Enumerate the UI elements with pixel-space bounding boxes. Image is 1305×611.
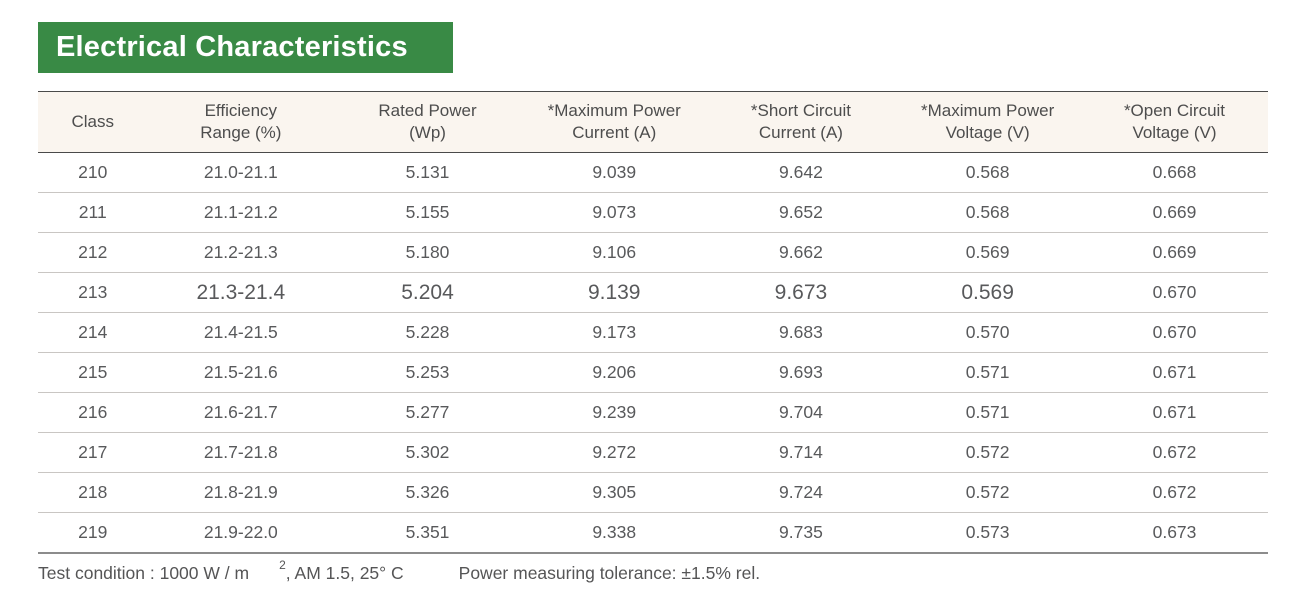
table-cell: 9.735 <box>707 512 895 554</box>
table-row: 214 21.4-21.5 5.228 9.173 9.683 0.570 0.670 <box>38 312 1268 353</box>
table-header: Class Efficiency Range (%) Rated Power (Wp… <box>38 91 1268 153</box>
test-condition-text: Test condition : 1000 W / m <box>38 563 250 583</box>
table-cell: 213 <box>38 272 148 313</box>
column-header: *Open Circuit Voltage (V) <box>1123 101 1226 142</box>
table-cell: 21.6-21.7 <box>147 392 335 433</box>
table-cell: 9.139 <box>520 272 708 313</box>
table-cell: 0.671 <box>1080 392 1268 433</box>
table-cell: 9.039 <box>520 152 708 193</box>
section-banner: Electrical Characteristics <box>38 22 453 73</box>
table-cell: 9.206 <box>520 352 708 393</box>
table-cell: 5.326 <box>334 472 521 513</box>
table-cell: 9.106 <box>520 232 708 273</box>
table-cell: 9.724 <box>707 472 895 513</box>
table-cell: 0.570 <box>894 312 1081 353</box>
table-cell: 215 <box>38 352 148 393</box>
table-cell: 0.673 <box>1080 512 1268 554</box>
table-cell: 5.131 <box>334 152 521 193</box>
column-header: *Maximum Power Voltage (V) <box>921 101 1055 142</box>
table-cell: 210 <box>38 152 148 193</box>
page-title: Electrical Characteristics <box>56 31 408 63</box>
table-row: 218 21.8-21.9 5.326 9.305 9.724 0.572 0.672 <box>38 472 1268 513</box>
table-cell: 9.642 <box>707 152 895 193</box>
column-header: *Short Circuit Current (A) <box>750 101 851 142</box>
table-cell: 0.572 <box>894 432 1081 473</box>
table-cell: 21.4-21.5 <box>147 312 335 353</box>
table-cell: 5.253 <box>334 352 521 393</box>
table-cell: 5.302 <box>334 432 521 473</box>
table-cell: 219 <box>38 512 148 554</box>
table-cell: 5.204 <box>334 272 521 313</box>
column-header: Efficiency Range (%) <box>200 101 282 142</box>
table-cell: 9.714 <box>707 432 895 473</box>
table-cell: 214 <box>38 312 148 353</box>
electrical-table: Class Efficiency Range (%) Rated Power (Wp… <box>38 91 1268 554</box>
table-body: 210 21.0-21.1 5.131 9.039 9.642 0.568 0.668 211… <box>38 152 1268 554</box>
table-cell: 9.305 <box>520 472 708 513</box>
table-cell: 211 <box>38 192 148 233</box>
table-cell: 21.8-21.9 <box>147 472 335 513</box>
table-cell: 0.668 <box>1080 152 1268 193</box>
table-cell: 9.272 <box>520 432 708 473</box>
column-header: Class <box>71 112 114 132</box>
footer-note: Test condition : 1000 W / m 2 , AM 1.5, … <box>38 558 1268 584</box>
table-cell: 216 <box>38 392 148 433</box>
header-row: Class Efficiency Range (%) Rated Power (Wp… <box>38 91 1268 153</box>
table-cell: 21.9-22.0 <box>147 512 335 554</box>
table-row: 219 21.9-22.0 5.351 9.338 9.735 0.573 0.673 <box>38 512 1268 554</box>
table-cell: 9.338 <box>520 512 708 554</box>
table-cell: 9.073 <box>520 192 708 233</box>
table-cell: 9.662 <box>707 232 895 273</box>
test-condition-suffix: , AM 1.5, 25° C <box>285 563 404 583</box>
table-cell: 0.573 <box>894 512 1081 554</box>
table-cell: 0.671 <box>1080 352 1268 393</box>
table-row: 211 21.1-21.2 5.155 9.073 9.652 0.568 0.669 <box>38 192 1268 233</box>
table-cell: 218 <box>38 472 148 513</box>
column-header: Rated Power (Wp) <box>378 101 477 142</box>
table-cell: 9.239 <box>520 392 708 433</box>
table-cell: 9.173 <box>520 312 708 353</box>
table-cell: 5.277 <box>334 392 521 433</box>
table-row: 210 21.0-21.1 5.131 9.039 9.642 0.568 0.668 <box>38 152 1268 193</box>
table-cell: 0.568 <box>894 152 1081 193</box>
table-cell: 5.351 <box>334 512 521 554</box>
table-cell: 217 <box>38 432 148 473</box>
table-cell: 0.669 <box>1080 232 1268 273</box>
table-cell: 21.2-21.3 <box>147 232 335 273</box>
table-cell: 21.1-21.2 <box>147 192 335 233</box>
table-cell: 0.669 <box>1080 192 1268 233</box>
table-cell: 9.693 <box>707 352 895 393</box>
table-row: 215 21.5-21.6 5.253 9.206 9.693 0.571 0.671 <box>38 352 1268 393</box>
table-cell: 21.5-21.6 <box>147 352 335 393</box>
table-cell: 0.571 <box>894 352 1081 393</box>
table-cell: 0.670 <box>1080 312 1268 353</box>
table-cell: 212 <box>38 232 148 273</box>
table-cell: 9.683 <box>707 312 895 353</box>
table-cell: 0.568 <box>894 192 1081 233</box>
table-row: 216 21.6-21.7 5.277 9.239 9.704 0.571 0.671 <box>38 392 1268 433</box>
table-cell: 5.228 <box>334 312 521 353</box>
table-cell: 9.652 <box>707 192 895 233</box>
table-cell: 0.572 <box>894 472 1081 513</box>
test-condition-superscript: 2 <box>279 558 286 572</box>
table-cell: 21.0-21.1 <box>147 152 335 193</box>
table-cell: 0.569 <box>894 272 1081 313</box>
table-row: 217 21.7-21.8 5.302 9.272 9.714 0.572 0.672 <box>38 432 1268 473</box>
table-cell: 5.180 <box>334 232 521 273</box>
table-cell: 9.704 <box>707 392 895 433</box>
table-cell: 21.7-21.8 <box>147 432 335 473</box>
table-cell: 0.672 <box>1080 472 1268 513</box>
table-row: 212 21.2-21.3 5.180 9.106 9.662 0.569 0.669 <box>38 232 1268 273</box>
table-cell: 5.155 <box>334 192 521 233</box>
table-cell: 0.569 <box>894 232 1081 273</box>
table-cell: 9.673 <box>707 272 895 313</box>
table-cell: 21.3-21.4 <box>147 272 335 313</box>
column-header: *Maximum Power Current (A) <box>547 101 681 142</box>
table-row: 213 21.3-21.4 5.204 9.139 9.673 0.569 0.670 <box>38 272 1268 313</box>
table-cell: 0.670 <box>1080 272 1268 313</box>
table-cell: 0.672 <box>1080 432 1268 473</box>
tolerance-text: Power measuring tolerance: ±1.5% rel. <box>458 563 761 583</box>
table-cell: 0.571 <box>894 392 1081 433</box>
